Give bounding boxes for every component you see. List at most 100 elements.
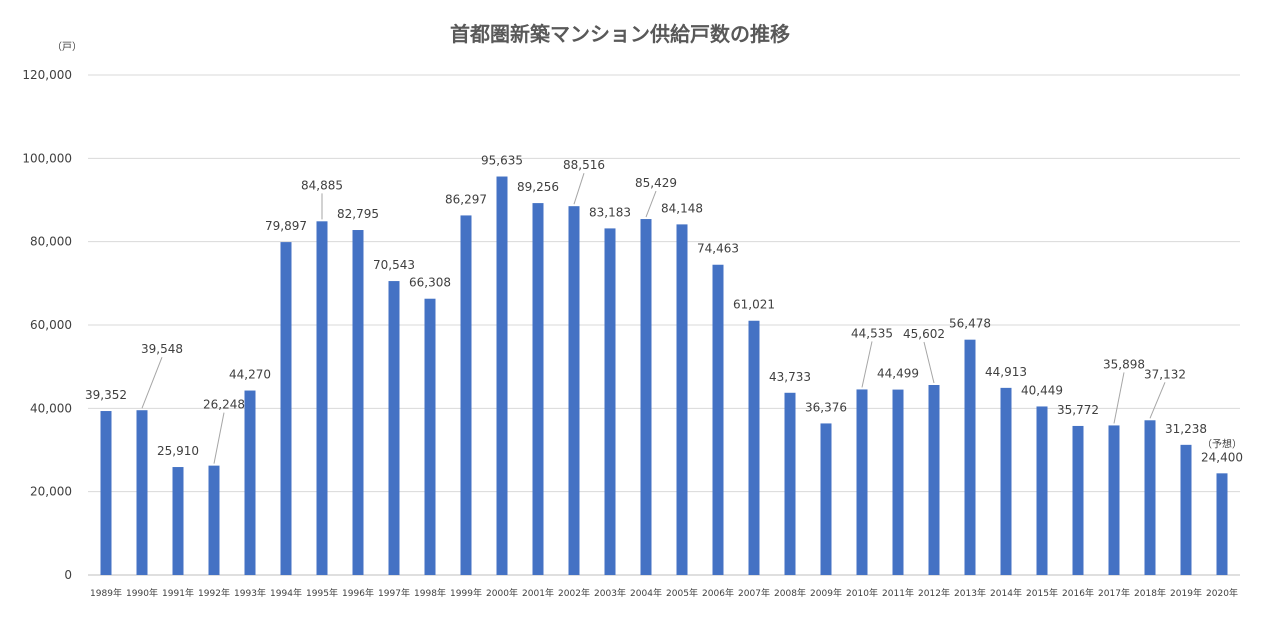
bar bbox=[604, 228, 616, 575]
data-label: 86,297 bbox=[445, 192, 487, 206]
data-label: 45,602 bbox=[903, 327, 945, 341]
bar bbox=[784, 392, 796, 575]
leader-line bbox=[213, 412, 225, 464]
x-tick-label: 2010年 bbox=[846, 587, 878, 599]
data-label: 74,463 bbox=[697, 242, 739, 256]
x-tick-label: 2015年 bbox=[1026, 587, 1058, 599]
bar bbox=[1180, 444, 1192, 575]
data-label: 44,499 bbox=[877, 367, 919, 381]
data-label: 25,910 bbox=[157, 444, 199, 458]
bar bbox=[964, 339, 976, 575]
data-label: 39,352 bbox=[85, 388, 127, 402]
leader-line bbox=[645, 190, 657, 218]
x-tick-label: 1990年 bbox=[126, 587, 158, 599]
data-label: 85,429 bbox=[635, 176, 677, 190]
bar bbox=[172, 467, 184, 575]
bar bbox=[532, 203, 544, 575]
gridlines bbox=[88, 74, 1240, 576]
bar bbox=[352, 230, 364, 576]
data-label: 37,132 bbox=[1144, 367, 1186, 381]
y-axis: 0 20,000 40,000 60,000 80,000 100,000 120,000 bbox=[22, 68, 72, 582]
x-tick-label: 2000年 bbox=[486, 587, 518, 599]
leader-line bbox=[573, 173, 585, 205]
x-tick-label: 2013年 bbox=[954, 587, 986, 599]
bar bbox=[100, 411, 112, 575]
data-label: 31,238 bbox=[1165, 422, 1207, 436]
bar bbox=[1000, 387, 1012, 575]
y-tick-label: 120,000 bbox=[22, 68, 72, 82]
bar bbox=[1216, 473, 1228, 575]
x-tick-label: 2009年 bbox=[810, 587, 842, 599]
data-label: 95,635 bbox=[481, 154, 523, 168]
data-label: 82,795 bbox=[337, 207, 379, 221]
bar bbox=[568, 206, 580, 575]
data-labels: 39,352 39,548 25,910 26,248 44,270 79,897 84,8… bbox=[85, 154, 1243, 465]
data-label: 43,733 bbox=[769, 370, 811, 384]
x-tick-label: 1997年 bbox=[378, 587, 410, 599]
bar bbox=[748, 320, 760, 575]
x-tick-label: 2003年 bbox=[594, 587, 626, 599]
bar bbox=[928, 384, 940, 575]
data-label: 44,270 bbox=[229, 368, 271, 382]
leader-lines bbox=[141, 173, 1166, 464]
bar bbox=[496, 176, 508, 576]
x-tick-label: 2008年 bbox=[774, 587, 806, 599]
x-tick-label: 1999年 bbox=[450, 587, 482, 599]
x-tick-label: 2017年 bbox=[1098, 587, 1130, 599]
data-label: 84,885 bbox=[301, 178, 343, 192]
data-label: 88,516 bbox=[563, 158, 605, 172]
x-tick-label: 1989年 bbox=[90, 587, 122, 599]
data-label: 84,148 bbox=[661, 201, 703, 215]
data-label: 24,400 bbox=[1201, 450, 1243, 464]
y-tick-label: 20,000 bbox=[30, 485, 72, 499]
bar bbox=[1072, 425, 1084, 575]
bar bbox=[316, 221, 328, 575]
bar bbox=[388, 281, 400, 575]
bar bbox=[820, 423, 832, 575]
x-tick-label: 2004年 bbox=[630, 587, 662, 599]
x-tick-label: 2001年 bbox=[522, 587, 554, 599]
x-tick-label: 1993年 bbox=[234, 587, 266, 599]
x-axis: 1989年 1990年 1991年 1992年 1993年 1994年 1995年 1996年… bbox=[90, 587, 1238, 599]
data-label: 44,535 bbox=[851, 326, 893, 340]
unit-label: （戸） bbox=[52, 41, 82, 53]
data-label: 89,256 bbox=[517, 180, 559, 194]
bar bbox=[640, 219, 652, 575]
data-label: 70,543 bbox=[373, 258, 415, 272]
bar bbox=[136, 410, 148, 575]
leader-line bbox=[1113, 372, 1125, 424]
y-tick-label: 100,000 bbox=[22, 151, 72, 165]
x-tick-label: 2006年 bbox=[702, 587, 734, 599]
data-label: 44,913 bbox=[985, 365, 1027, 379]
x-tick-label: 1998年 bbox=[414, 587, 446, 599]
bar bbox=[280, 242, 292, 576]
x-tick-label: 1994年 bbox=[270, 587, 302, 599]
x-tick-label: 1995年 bbox=[306, 587, 338, 599]
bar bbox=[1144, 420, 1156, 575]
bar bbox=[460, 215, 472, 575]
data-label: 26,248 bbox=[203, 398, 245, 412]
x-tick-label: 2014年 bbox=[990, 587, 1022, 599]
x-tick-label: 2020年 bbox=[1206, 587, 1238, 599]
forecast-note: （予想） bbox=[1202, 437, 1242, 450]
bar bbox=[892, 389, 904, 575]
x-tick-label: 2005年 bbox=[666, 587, 698, 599]
x-tick-label: 2011年 bbox=[882, 587, 914, 599]
y-tick-label: 80,000 bbox=[30, 235, 72, 249]
data-label: 61,021 bbox=[733, 298, 775, 312]
x-tick-label: 1996年 bbox=[342, 587, 374, 599]
y-tick-label: 60,000 bbox=[30, 318, 72, 332]
leader-line bbox=[1149, 382, 1166, 419]
x-tick-label: 2019年 bbox=[1170, 587, 1202, 599]
y-tick-label: 0 bbox=[64, 568, 72, 582]
x-tick-label: 1992年 bbox=[198, 587, 230, 599]
annotations: （予想） bbox=[1202, 437, 1242, 450]
bar bbox=[676, 224, 688, 575]
leader-line bbox=[861, 341, 873, 388]
data-label: 66,308 bbox=[409, 276, 451, 290]
bar bbox=[244, 390, 256, 575]
bar bbox=[424, 298, 436, 575]
leader-line bbox=[141, 357, 163, 409]
data-label: 56,478 bbox=[949, 317, 991, 331]
